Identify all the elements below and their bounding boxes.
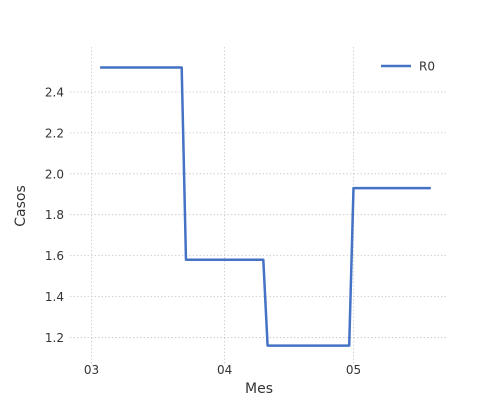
y-tick-label: 2.2: [45, 126, 64, 140]
y-tick-label: 2.4: [45, 85, 64, 99]
x-tick-label: 04: [217, 363, 232, 377]
y-tick-labels: 1.2 1.4 1.6 1.8 2.0 2.2 2.4: [45, 85, 64, 344]
y-tick-label: 1.4: [45, 290, 64, 304]
legend-label-r0: R0: [419, 60, 435, 74]
y-tick-label: 2.0: [45, 167, 64, 181]
y-axis-label: Casos: [13, 185, 29, 227]
y-tick-label: 1.6: [45, 249, 64, 263]
x-tick-label: 03: [84, 363, 99, 377]
x-grid: [91, 47, 354, 364]
legend: R0: [381, 60, 435, 74]
x-axis-label: Mes: [245, 381, 273, 397]
y-tick-label: 1.2: [45, 331, 64, 345]
x-tick-label: 05: [346, 363, 361, 377]
y-grid: [70, 91, 448, 338]
series-line-r0: [100, 66, 431, 347]
x-tick-labels: 03 04 05: [84, 363, 361, 377]
y-tick-label: 1.8: [45, 208, 64, 222]
series-layer: [100, 66, 431, 347]
